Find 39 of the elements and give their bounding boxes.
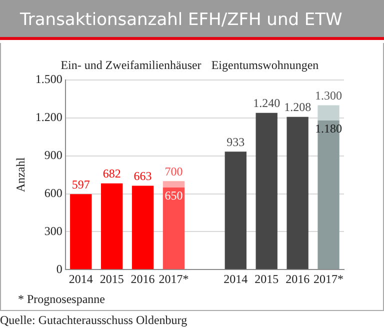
- x-tick-label: 2014: [68, 272, 93, 286]
- y-tick-label: 900: [44, 148, 62, 162]
- data-label: 650: [164, 188, 183, 203]
- bar: [286, 116, 308, 270]
- x-tick-label: 2017*: [314, 272, 344, 286]
- total-label: 1.300: [315, 88, 342, 102]
- x-tick-label: 2017*: [158, 272, 189, 286]
- text: Ein- und Zweifamilienhäuser: [60, 58, 202, 73]
- data-label: 933: [226, 134, 245, 149]
- y-axis-title: Anzahl: [13, 156, 28, 192]
- bar: [162, 187, 185, 270]
- bar: [318, 120, 340, 270]
- bar: [162, 181, 185, 188]
- y-tick-label: 300: [44, 224, 62, 238]
- y-tick-label: 600: [44, 186, 62, 200]
- text: * Prognosespanne: [18, 292, 105, 307]
- data-label: 682: [102, 166, 121, 181]
- y-tick-label: 0: [56, 262, 62, 276]
- bar: [132, 186, 154, 270]
- bar: [70, 194, 92, 270]
- x-tick-label: 2015: [100, 272, 124, 286]
- bar: [101, 183, 123, 270]
- y-tick-label: 1.500: [35, 72, 62, 86]
- bar: [224, 152, 246, 270]
- data-label: 597: [72, 177, 90, 192]
- chart-title: Transaktionsanzahl EFH/ZFH und ETW: [0, 0, 384, 40]
- y-tick-label: 1.200: [35, 110, 62, 124]
- x-tick-label: 2014: [224, 272, 248, 286]
- text: Eigentumswohnungen: [211, 58, 319, 73]
- bar: [256, 112, 278, 270]
- data-label: 663: [134, 168, 152, 183]
- x-tick-label: 2016: [130, 272, 155, 286]
- x-tick-label: 2016: [286, 272, 310, 286]
- source-note: Quelle: Gutachterausschuss Oldenburg: [0, 313, 188, 328]
- x-tick-label: 2015: [254, 272, 279, 286]
- data-label: 1.208: [284, 100, 312, 114]
- total-label: 700: [164, 164, 183, 178]
- bar: [318, 105, 340, 120]
- data-label: 1.240: [253, 96, 280, 110]
